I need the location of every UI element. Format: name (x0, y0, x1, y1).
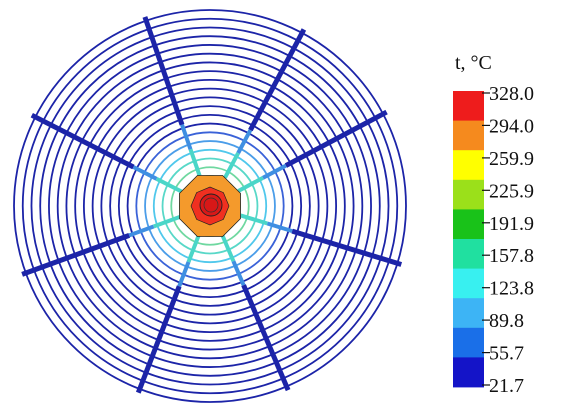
spoke-2 (237, 109, 388, 193)
ring-8 (117, 113, 303, 299)
ring-9 (109, 105, 311, 307)
core-circle (199, 193, 223, 217)
legend-tick-label: 294.0 (489, 115, 534, 137)
legend-color-bar (453, 91, 484, 388)
spoke-7 (30, 112, 183, 194)
legend-swatch-10 (453, 357, 484, 388)
legend-swatch-6 (453, 239, 484, 269)
spoke-5 (135, 235, 201, 394)
color-scale-legend: t, °C 328.0 294.0 259.9 225.9 191.9 157.8 123.… (453, 52, 534, 397)
ring-11 (91, 87, 329, 325)
ring-20 (13, 9, 407, 403)
legend-swatch-8 (453, 298, 484, 329)
legend-swatch-2 (453, 120, 484, 151)
ring-3 (161, 157, 259, 255)
legend-title: t, °C (455, 52, 492, 74)
legend-tick-labels: 328.0 294.0 259.9 225.9 191.9 157.8 123.8 89.8 5… (482, 83, 534, 397)
core-inner-circle (203, 197, 219, 213)
ring-13 (74, 70, 346, 342)
spoke-3 (240, 213, 403, 267)
ring-17 (39, 35, 381, 377)
legend-tick-label: 191.9 (489, 213, 534, 235)
legend-tick-label: 21.7 (489, 375, 524, 397)
ring-7 (126, 122, 294, 290)
ring-6 (135, 131, 285, 281)
radial-spokes (21, 16, 403, 394)
legend-tick-label: 225.9 (489, 180, 534, 202)
ring-12 (82, 78, 338, 334)
legend-tick-label: 157.8 (489, 245, 534, 267)
ring-2 (170, 166, 250, 246)
heat-source-center (179, 175, 241, 237)
legend-swatch-7 (453, 268, 484, 299)
spoke-8 (142, 16, 202, 177)
ring-16 (48, 44, 372, 368)
legend-tick-label: 259.9 (489, 148, 534, 170)
spoke-6 (21, 215, 181, 277)
ring-14 (65, 61, 355, 351)
ring-4 (152, 148, 268, 264)
legend-swatch-1 (453, 91, 484, 121)
legend-swatch-5 (453, 209, 484, 240)
concentric-rings (13, 9, 407, 403)
ring-18 (30, 26, 390, 386)
ring-15 (56, 52, 364, 360)
legend-tick-label: 55.7 (489, 343, 524, 365)
ring-19 (21, 17, 399, 395)
legend-tick-label: 328.0 (489, 83, 534, 105)
ring-5 (144, 140, 276, 272)
legend-swatch-3 (453, 150, 484, 181)
spoke-1 (223, 28, 307, 179)
legend-swatch-4 (453, 179, 484, 210)
legend-swatch-9 (453, 327, 484, 358)
ring-10 (100, 96, 320, 316)
spoke-4 (220, 234, 291, 392)
legend-tick-label: 89.8 (489, 310, 524, 332)
legend-tick-label: 123.8 (489, 278, 534, 300)
